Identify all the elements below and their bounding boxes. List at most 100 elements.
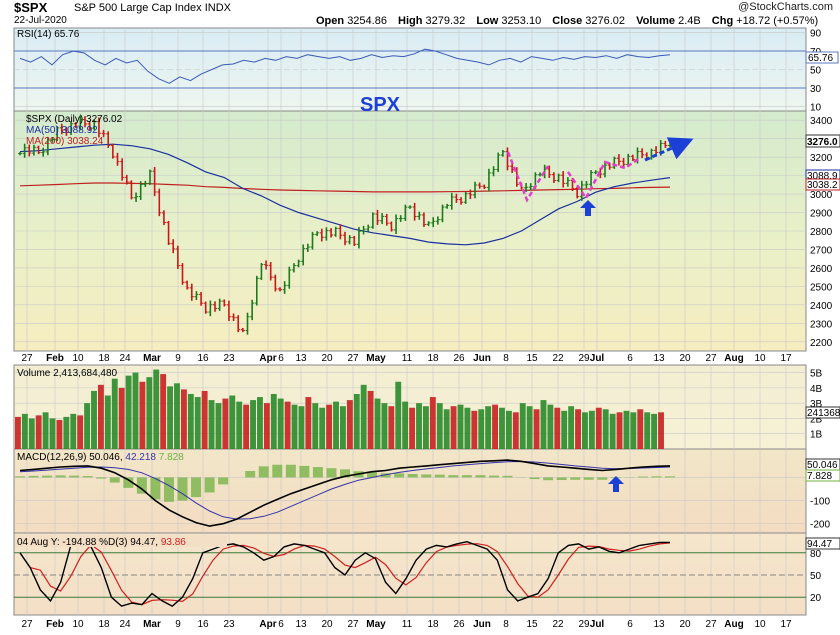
macd-hist-bar	[55, 475, 66, 478]
volume-last-tag	[805, 406, 840, 419]
volume-bar	[381, 403, 388, 449]
x-tick-label: Feb	[46, 353, 64, 364]
price-tick-label: 3200	[810, 153, 833, 164]
macd-hist-bar	[272, 464, 283, 478]
x-tick-label: 10	[72, 353, 84, 364]
volume-bar	[374, 398, 381, 449]
x-tick-label: Jun	[473, 619, 491, 630]
macd-hist-bar	[583, 477, 594, 480]
macd-hist-bar	[82, 476, 93, 478]
macd-tick-label: -100	[810, 497, 830, 508]
volume-bar	[478, 409, 485, 449]
volume-bar	[139, 381, 146, 449]
macd-hist-bar	[651, 476, 662, 478]
volume-bar	[582, 412, 588, 449]
volume-bar	[84, 403, 91, 449]
x-tick-label: Aug	[724, 353, 743, 364]
volume-bar	[512, 412, 519, 449]
volume-bar	[340, 406, 346, 449]
volume-bar	[457, 404, 464, 449]
volume-bar	[360, 384, 367, 449]
x-tick-label: 10	[754, 353, 766, 364]
volume-bar	[464, 407, 471, 449]
volume-bar	[63, 416, 70, 449]
volume-bar	[595, 407, 602, 449]
volume-bar	[602, 409, 609, 449]
macd-hist-bar	[448, 475, 459, 478]
volume-bar	[443, 409, 450, 449]
macd-hist-bar	[637, 476, 648, 478]
macd-hist-bar	[461, 475, 472, 478]
macd-signal-line	[19, 460, 671, 520]
x-tick-label: May	[366, 619, 386, 630]
ma200-tag	[805, 178, 840, 191]
macd-hist-bar	[475, 475, 486, 478]
volume-bar	[658, 412, 664, 449]
macd-hist-bar	[529, 477, 540, 480]
volume-bar	[637, 409, 644, 449]
price-tick-label: 2400	[810, 301, 833, 312]
volume-bar	[402, 401, 409, 449]
x-tick-label: 11	[402, 353, 413, 364]
x-tick-label: 23	[223, 353, 235, 364]
volume-bar	[180, 389, 187, 449]
price-last-tag-text: 3276.0	[807, 137, 838, 148]
macd-up-arrow	[608, 476, 624, 492]
x-axis-labels: 27 Feb 10 18 24 Mar 9 16 23 Apr 6 13 20 27 May 11 18 26 Ju…	[21, 353, 792, 364]
macd-hist-bar	[407, 473, 418, 478]
rsi-tick-label: 30	[810, 84, 822, 95]
macd-hist-bar	[150, 477, 161, 500]
volume-tick-label: 1B	[810, 430, 823, 441]
x-tick-label: 26	[453, 619, 465, 630]
volume-bar	[153, 369, 160, 449]
macd-hist-bar	[434, 474, 445, 478]
price-up-arrow	[580, 200, 596, 216]
volume-bar	[208, 400, 215, 449]
stoch-label-bg	[15, 535, 227, 547]
volume-bar	[229, 395, 236, 449]
macd-tick-label: -200	[810, 520, 830, 531]
x-tick-label: Apr	[259, 353, 276, 364]
volume-tick-label: 4B	[810, 384, 823, 395]
volume-bar	[132, 372, 139, 449]
volume-bar	[277, 398, 284, 449]
volume-bar	[554, 407, 561, 449]
x-tick-label: 6	[278, 619, 284, 630]
pattern-line-2	[566, 156, 641, 201]
x-tick-label: 24	[119, 619, 131, 630]
volume-bar	[250, 400, 256, 449]
volume-bar	[97, 384, 104, 449]
macd-hist-bar	[177, 477, 188, 501]
volume-bar	[194, 397, 201, 449]
x-tick-label: 6	[627, 619, 633, 630]
price-tick-label: 2200	[810, 338, 833, 349]
x-tick-label: 13	[295, 353, 307, 364]
volume-bar	[312, 403, 319, 449]
volume-bar	[319, 407, 326, 449]
x-tick-label: Apr	[259, 619, 276, 630]
chart-date: 22-Jul-2020	[14, 15, 67, 26]
macd-label: MACD(12,26,9) 50.046, 42.218 7.828	[17, 452, 184, 463]
macd-hist-bar	[204, 477, 215, 493]
x-tick-label: 6	[627, 353, 633, 364]
price-legend: $SPX (Daily) 3276.02	[26, 114, 123, 125]
x-tick-label: 8	[503, 619, 509, 630]
volume-bar	[353, 393, 360, 449]
stoch-last-tag	[805, 537, 840, 550]
volume-bar	[651, 413, 658, 449]
macd-hist-bar	[597, 477, 608, 480]
volume-tick-label: 2B	[810, 414, 823, 425]
volume-bar	[505, 410, 512, 449]
price-last-tag	[805, 134, 840, 148]
volume-bar	[70, 413, 77, 449]
spx-annotation: SPX	[360, 94, 401, 116]
x-tick-label: 17	[780, 353, 792, 364]
x-tick-label: 24	[119, 353, 131, 364]
macd-hist-bar	[570, 477, 581, 480]
volume-bar	[499, 407, 505, 449]
volume-tick-label: 3B	[810, 399, 823, 410]
volume-bar	[257, 397, 263, 449]
volume-bar	[222, 398, 229, 449]
x-tick-label: 29	[578, 353, 590, 364]
volume-bar	[436, 403, 443, 449]
